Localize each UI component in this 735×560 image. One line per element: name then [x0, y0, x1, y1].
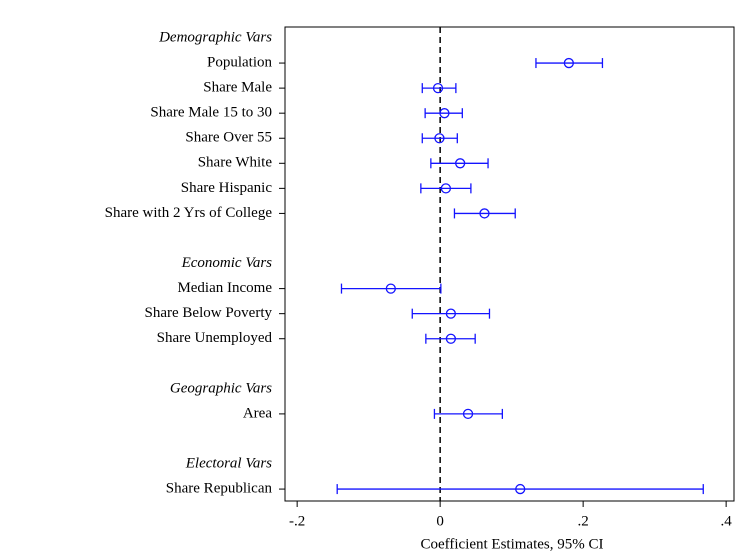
point-estimate: [439, 108, 450, 119]
y-tick-label: Population: [207, 54, 273, 70]
point-estimate: [434, 133, 445, 144]
y-tick-label: Share Below Poverty: [145, 305, 273, 321]
y-tick-label: Median Income: [177, 280, 272, 296]
point-estimate: [455, 158, 466, 169]
group-header: Economic Vars: [181, 255, 273, 271]
y-tick-label: Share Republican: [166, 481, 273, 497]
y-tick-label: Share White: [198, 155, 273, 171]
y-tick-label: Share Over 55: [185, 130, 272, 146]
plot-frame: [284, 26, 735, 502]
point-estimate: [462, 408, 474, 420]
group-header: Demographic Vars: [158, 29, 272, 45]
x-tick-label: -.2: [289, 513, 305, 529]
y-tick-label: Share Male: [203, 80, 272, 96]
y-tick-label: Share with 2 Yrs of College: [105, 205, 273, 221]
x-axis-label: Coefficient Estimates, 95% CI: [420, 536, 603, 552]
point-estimate: [563, 57, 574, 69]
group-header: Geographic Vars: [170, 380, 272, 396]
y-tick-label: Share Hispanic: [181, 180, 273, 196]
y-tick-label: Share Male 15 to 30: [150, 105, 272, 121]
x-tick-label: 0: [436, 513, 444, 529]
point-estimate: [432, 82, 444, 94]
point-estimate: [515, 483, 526, 495]
point-estimate: [479, 208, 490, 219]
x-tick-label: .4: [721, 513, 733, 529]
point-estimate: [445, 333, 457, 344]
point-estimate: [385, 283, 396, 294]
y-tick-label: Area: [243, 405, 272, 421]
point-estimate: [440, 183, 452, 194]
y-tick-label: Share Unemployed: [157, 330, 273, 346]
group-header: Electoral Vars: [185, 455, 272, 471]
point-estimate: [445, 308, 457, 319]
x-tick-label: .2: [578, 513, 589, 529]
